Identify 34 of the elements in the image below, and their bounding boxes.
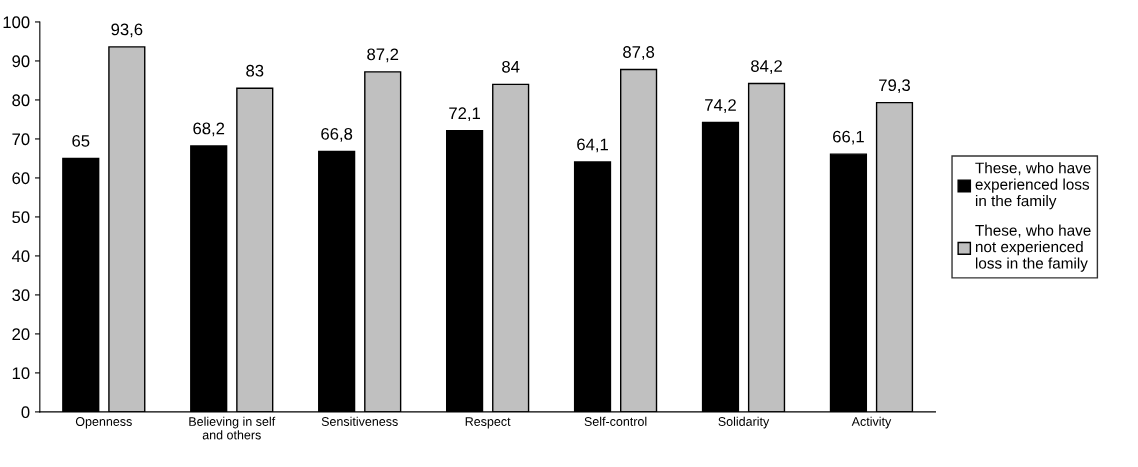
x-tick-label: Sensitiveness	[321, 416, 398, 426]
y-tick-label: 80	[12, 94, 30, 107]
x-tick-label: Respect	[465, 417, 511, 429]
data-label: 74,2	[705, 99, 736, 113]
y-tick-label: 0	[21, 406, 30, 419]
y-tick-label: 90	[12, 55, 30, 68]
x-tick-label: Self-control	[584, 416, 647, 426]
data-label: 83	[246, 64, 264, 77]
legend-label: These, who have not experienced loss in the family	[975, 224, 1091, 272]
x-tick-label: Openness	[75, 417, 132, 429]
data-label: 68,2	[193, 122, 225, 137]
y-tick-label: 50	[12, 211, 30, 224]
data-label: 87,8	[623, 46, 655, 60]
data-label: 93,6	[111, 23, 143, 38]
data-label: 66,1	[833, 130, 864, 145]
data-label: 87,2	[367, 48, 399, 63]
legend-label: These, who have experienced loss in the family	[975, 162, 1091, 210]
data-label: 72,1	[449, 107, 481, 122]
y-tick-label: 70	[12, 133, 30, 146]
data-label: 84,2	[751, 60, 782, 74]
y-tick-label: 10	[12, 367, 30, 380]
data-label: 66,8	[321, 127, 353, 142]
y-tick-label: 30	[12, 289, 30, 302]
data-label: 64,1	[577, 138, 608, 153]
data-label: 79,3	[879, 79, 910, 94]
x-tick-label: Solidarity	[718, 416, 770, 429]
x-tick-label: Activity	[851, 416, 892, 429]
y-tick-label: 40	[11, 250, 30, 263]
data-label: 84	[502, 60, 520, 73]
x-tick-label: Believing in self and others	[189, 416, 276, 440]
y-tick-label: 100	[3, 16, 30, 29]
y-tick-label: 20	[12, 328, 30, 341]
data-label: 65	[72, 135, 90, 147]
y-tick-label: 60	[12, 172, 30, 185]
